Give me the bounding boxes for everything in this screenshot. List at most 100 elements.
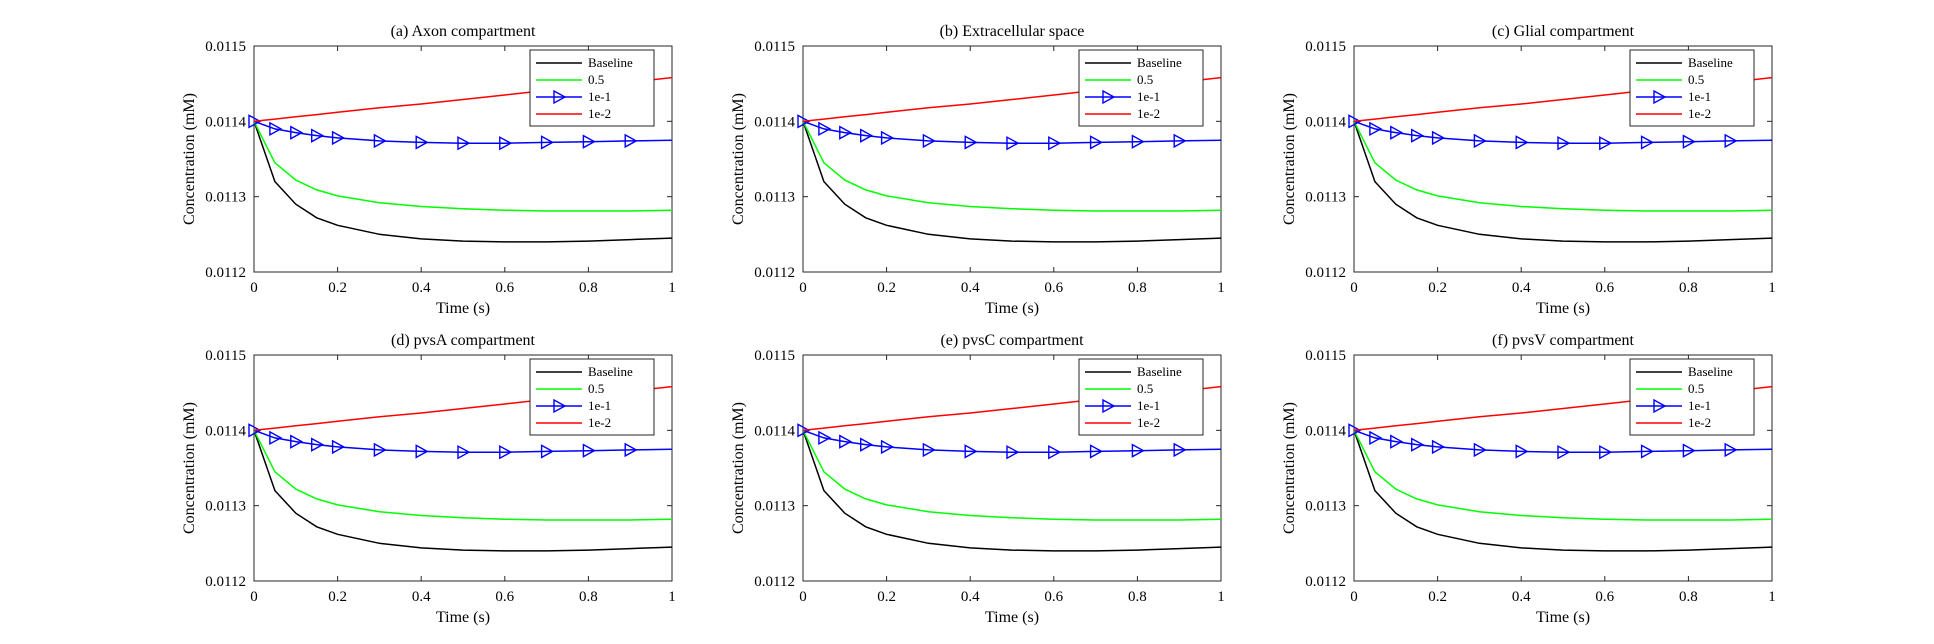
legend-label: 1e-1: [1137, 89, 1160, 104]
data-point-marker: [1369, 121, 1383, 137]
legend-label: 1e-2: [588, 106, 611, 121]
legend: Baseline 0.5 1e-1 1e-2: [1078, 358, 1204, 436]
x-tick-label: 0.4: [412, 280, 431, 296]
x-tick-label: 0.8: [1679, 280, 1698, 296]
x-tick-label: 0.2: [877, 589, 896, 605]
data-point-marker: [540, 135, 555, 150]
x-axis-label: Time (s): [436, 300, 490, 317]
legend-marker: [1102, 89, 1116, 105]
legend-label: 1e-2: [1688, 106, 1711, 121]
legend: Baseline 0.5 1e-1 1e-2: [529, 358, 655, 436]
legend: Baseline 0.5 1e-1 1e-2: [1629, 358, 1755, 436]
data-point-marker: [880, 439, 895, 455]
y-tick-label: 0.0112: [205, 574, 246, 590]
data-point-marker: [1048, 136, 1062, 151]
data-point-marker: [582, 443, 596, 458]
legend-label: 0.5: [588, 72, 604, 87]
x-tick-label: 0.4: [961, 280, 980, 296]
series-line-Baseline: [254, 121, 672, 243]
data-point-marker: [1390, 125, 1404, 140]
x-tick-label: 0: [1350, 280, 1358, 296]
series-line-Baseline: [1354, 121, 1772, 243]
chart-panel: (d) pvsA compartment 0 0.2 0.4 0.6 0.8 1 0.0112…: [181, 332, 676, 626]
y-tick-label: 0.0114: [754, 114, 795, 130]
data-point-marker: [818, 121, 832, 137]
chart-panel: (b) Extracellular space 0 0.2 0.4 0.6 0.8 1 0.0…: [730, 23, 1225, 317]
data-point-marker: [1173, 133, 1187, 149]
y-tick-label: 0.0112: [1305, 265, 1346, 281]
series-line-1e-1: [1354, 429, 1772, 453]
data-point-marker: [1173, 442, 1187, 458]
data-point-marker: [839, 434, 853, 449]
x-tick-label: 0.2: [328, 280, 347, 296]
series-line-0-5: [1354, 120, 1772, 212]
legend: Baseline 0.5 1e-1 1e-2: [1629, 49, 1755, 127]
series-line-0-5: [254, 120, 672, 212]
x-tick-label: 1: [668, 280, 676, 296]
series-line-1e-1: [254, 120, 672, 144]
y-tick-label: 0.0114: [754, 423, 795, 439]
data-point-marker: [1006, 136, 1020, 151]
x-tick-label: 0: [1350, 589, 1358, 605]
series-line-0-5: [803, 120, 1221, 212]
y-tick-label: 0.0112: [754, 265, 795, 281]
y-tick-label: 0.0114: [205, 114, 246, 130]
legend-label: 1e-2: [1137, 415, 1160, 430]
y-tick-label: 0.0113: [754, 190, 795, 206]
x-tick-label: 1: [1217, 280, 1225, 296]
x-tick-label: 0.6: [495, 280, 514, 296]
series-line-1e-1: [1354, 120, 1772, 144]
data-point-marker: [1724, 442, 1738, 458]
y-tick-label: 0.0113: [754, 499, 795, 515]
data-point-marker: [311, 437, 325, 452]
y-tick-label: 0.0115: [205, 39, 246, 55]
x-axis-label: Time (s): [1536, 609, 1590, 626]
x-tick-label: 0.4: [961, 589, 980, 605]
data-point-marker: [1410, 128, 1425, 143]
y-axis-label: Concentration (mM): [730, 402, 747, 534]
data-point-marker: [457, 445, 471, 460]
y-tick-label: 0.0112: [754, 574, 795, 590]
data-point-marker: [1048, 445, 1062, 460]
x-tick-label: 0: [250, 589, 258, 605]
data-point-marker: [1348, 423, 1362, 438]
legend-label: Baseline: [1137, 55, 1182, 70]
data-point-marker: [1390, 434, 1404, 449]
data-point-marker: [1473, 133, 1487, 149]
data-point-marker: [1131, 443, 1145, 458]
y-tick-label: 0.0113: [205, 190, 246, 206]
x-tick-label: 0.2: [1428, 280, 1447, 296]
data-point-marker: [1557, 445, 1571, 460]
y-tick-label: 0.0113: [1305, 190, 1346, 206]
series-line-0-5: [803, 429, 1221, 521]
data-point-marker: [290, 434, 304, 449]
data-point-marker: [797, 114, 811, 129]
x-tick-label: 0.8: [579, 280, 598, 296]
legend-label: Baseline: [1688, 364, 1733, 379]
data-point-marker: [499, 136, 513, 151]
x-tick-label: 1: [668, 589, 676, 605]
y-tick-label: 0.0115: [1305, 39, 1346, 55]
data-point-marker: [839, 125, 853, 140]
data-point-marker: [1006, 445, 1020, 460]
x-tick-label: 0.6: [1044, 280, 1063, 296]
series-line-1e-1: [803, 120, 1221, 144]
chart-panel: (c) Glial compartment 0 0.2 0.4 0.6 0.8 1 0.011…: [1281, 23, 1776, 317]
x-tick-label: 0.6: [1595, 589, 1614, 605]
legend-marker: [1653, 398, 1667, 414]
data-point-marker: [1473, 442, 1487, 458]
series-line-1e-1: [803, 429, 1221, 453]
chart-panel: (a) Axon compartment 0 0.2 0.4 0.6 0.8 1 0.0112…: [181, 23, 676, 317]
series-line-Baseline: [254, 430, 672, 552]
x-tick-label: 0: [799, 589, 807, 605]
x-tick-label: 1: [1768, 589, 1776, 605]
data-point-marker: [1089, 135, 1104, 150]
series-line-0-5: [254, 429, 672, 521]
chart-title: (e) pvsC compartment: [940, 332, 1084, 349]
data-point-marker: [1557, 136, 1571, 151]
y-tick-label: 0.0112: [205, 265, 246, 281]
data-point-marker: [1599, 136, 1613, 151]
data-point-marker: [624, 442, 638, 458]
x-tick-label: 0.6: [1595, 280, 1614, 296]
data-point-marker: [311, 128, 325, 143]
